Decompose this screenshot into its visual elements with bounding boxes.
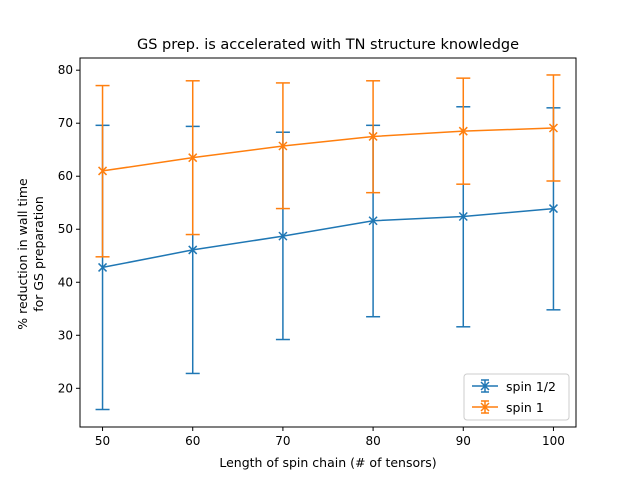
chart-title: GS prep. is accelerated with TN structur… [137, 37, 519, 53]
x-tick-label: 70 [275, 434, 290, 448]
x-tick-label: 50 [95, 434, 110, 448]
x-tick-label: 80 [365, 434, 380, 448]
series-1-line [102, 207, 554, 269]
legend-series-1-swatch-marker [480, 381, 490, 391]
series-1-marker [278, 231, 288, 241]
y-tick-label: 80 [58, 63, 73, 77]
y-axis-label-line-1: % reduction in wall time [15, 178, 30, 330]
legend: spin 1/2 spin 1 [463, 373, 570, 421]
y-tick-label: 20 [58, 381, 73, 395]
x-tick-label: 100 [542, 434, 565, 448]
series-1-marker [188, 245, 198, 255]
x-tick-label: 90 [456, 434, 471, 448]
series-1-marker [98, 262, 108, 272]
x-axis-label: Length of spin chain (# of tensors) [219, 455, 436, 470]
y-tick-label: 50 [58, 222, 73, 236]
axes-frame [79, 57, 577, 428]
series-1-marker [368, 216, 378, 226]
y-tick-label: 40 [58, 275, 73, 289]
series-2-line [102, 127, 554, 172]
plot-area: 50 60 70 80 90 100 20 30 40 50 60 70 80 [58, 57, 577, 448]
series-2-marker [98, 166, 108, 176]
series-2-marker [278, 141, 288, 151]
legend-series-1-label: spin 1/2 [506, 379, 556, 394]
y-tick-label: 70 [58, 116, 73, 130]
series-2-marker [368, 131, 378, 141]
series-1-marker [458, 211, 468, 222]
legend-series-2-swatch-marker [480, 402, 490, 412]
series-1-marker [548, 204, 558, 214]
y-tick-label: 60 [58, 169, 73, 183]
y-axis-label-line-2: for GS preparation [31, 196, 46, 312]
y-tick-label: 30 [58, 328, 73, 342]
series-2-marker [548, 123, 558, 133]
series-2-marker [458, 126, 468, 136]
legend-series-2-label: spin 1 [506, 400, 544, 415]
series-2-marker [188, 153, 198, 163]
x-tick-label: 60 [185, 434, 200, 448]
